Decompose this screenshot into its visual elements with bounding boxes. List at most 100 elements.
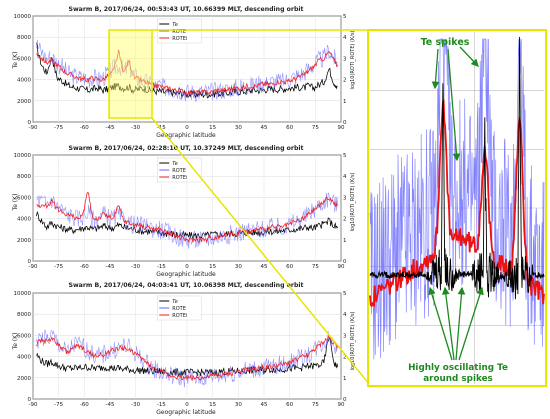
x-tick-label: 60 xyxy=(286,125,293,131)
series-line-te xyxy=(36,337,338,377)
x-tick-label: -60 xyxy=(80,264,89,270)
x-tick-label: -60 xyxy=(80,402,89,408)
zoom-plot-area xyxy=(369,32,545,384)
x-axis-label: Geographic latitude xyxy=(156,271,216,278)
y2-tick-label: 3 xyxy=(343,56,347,62)
x-tick-label: 45 xyxy=(261,125,268,131)
series-line-rote xyxy=(36,39,338,103)
y2-tick-label: 0 xyxy=(343,397,347,403)
x-tick-label: 15 xyxy=(209,264,216,270)
y-tick-label: 8000 xyxy=(17,312,31,318)
legend-label: Te xyxy=(172,161,178,167)
x-tick-label: 30 xyxy=(235,125,242,131)
annotation-te-spikes: Te spikes xyxy=(421,37,470,48)
y2-tick-label: 4 xyxy=(343,35,347,41)
x-tick-label: 75 xyxy=(312,402,319,408)
x-tick-label: -75 xyxy=(54,264,63,270)
legend-label: ROTE xyxy=(172,306,186,312)
legend-label: ROTEi xyxy=(172,313,187,319)
annotation-oscillating-line1: Highly oscillating Te xyxy=(408,363,508,373)
x-tick-label: 75 xyxy=(312,125,319,131)
x-tick-label: 90 xyxy=(338,264,345,270)
legend-label: ROTEi xyxy=(172,175,187,181)
x-tick-label: -45 xyxy=(106,264,115,270)
series-line-rotei xyxy=(36,49,338,96)
series-line-rote xyxy=(36,329,338,388)
x-tick-label: -90 xyxy=(29,402,38,408)
legend-label: ROTEi xyxy=(172,36,187,42)
x-tick-label: 90 xyxy=(338,125,345,131)
x-tick-label: 0 xyxy=(185,125,189,131)
legend-label: ROTE xyxy=(172,168,186,174)
y2-tick-label: 2 xyxy=(343,355,347,361)
zoom-panel: Te spikes Highly oscillating Te around s… xyxy=(367,29,547,387)
y-tick-label: 6000 xyxy=(17,333,31,339)
y2-axis-label: log10(ROTI_ROTE) (K/s) xyxy=(350,30,356,89)
chart-title: Swarm B, 2017/06/24, 00:53:43 UT, 10.663… xyxy=(69,6,304,13)
series-line-te xyxy=(36,210,338,241)
x-tick-label: -45 xyxy=(106,125,115,131)
x-tick-label: 0 xyxy=(185,264,189,270)
x-tick-label: -30 xyxy=(131,264,140,270)
arrow-te-spikes-1 xyxy=(431,48,440,90)
chart-panel-3: Swarm B, 2017/06/24, 04:03:41 UT, 10.063… xyxy=(12,282,356,416)
y2-tick-label: 5 xyxy=(343,153,347,159)
legend-label: Te xyxy=(172,299,178,305)
y2-axis-label: log10(ROTI_ROTE) (K/s) xyxy=(350,311,356,370)
y2-axis-label: log10(ROTI_ROTE) (K/s) xyxy=(350,172,356,231)
x-axis-label: Geographic latitude xyxy=(156,409,216,416)
y2-tick-label: 0 xyxy=(343,120,347,126)
y2-tick-label: 4 xyxy=(343,174,347,180)
legend-label: Te xyxy=(172,22,178,28)
y-tick-label: 2000 xyxy=(17,99,31,105)
arrow-te-spikes-3 xyxy=(459,46,479,67)
y2-tick-label: 4 xyxy=(343,312,347,318)
y-tick-label: 4000 xyxy=(17,78,31,84)
x-tick-label: -75 xyxy=(54,402,63,408)
y-axis-label: Te (K) xyxy=(12,333,19,351)
y-axis-label: Te (K) xyxy=(12,52,19,70)
y2-tick-label: 2 xyxy=(343,217,347,223)
series-line-te xyxy=(36,42,338,99)
arrow-oscillating-4 xyxy=(458,286,484,361)
y-tick-label: 8000 xyxy=(17,35,31,41)
y-tick-label: 10000 xyxy=(14,153,32,159)
y-tick-label: 10000 xyxy=(14,291,32,297)
chart-panel-2: Swarm B, 2017/06/24, 02:28:10 UT, 10.372… xyxy=(12,145,356,278)
chart-title: Swarm B, 2017/06/24, 04:03:41 UT, 10.063… xyxy=(69,282,304,289)
x-tick-label: 0 xyxy=(185,402,189,408)
y-tick-label: 0 xyxy=(28,397,32,403)
y2-tick-label: 2 xyxy=(343,78,347,84)
y-tick-label: 0 xyxy=(28,120,32,126)
zoom-connector-bottom xyxy=(151,117,371,386)
y-tick-label: 10000 xyxy=(14,14,32,20)
zoom-series-te xyxy=(369,36,545,300)
series-line-rote xyxy=(36,192,338,249)
y-tick-label: 2000 xyxy=(17,376,31,382)
arrow-oscillating-1 xyxy=(428,286,453,361)
x-tick-label: 30 xyxy=(235,264,242,270)
x-tick-label: -90 xyxy=(29,264,38,270)
x-tick-label: -90 xyxy=(29,125,38,131)
x-tick-label: -30 xyxy=(131,402,140,408)
x-tick-label: 90 xyxy=(338,402,345,408)
x-tick-label: -45 xyxy=(106,402,115,408)
y-tick-label: 6000 xyxy=(17,195,31,201)
y-tick-label: 4000 xyxy=(17,217,31,223)
arrow-oscillating-2 xyxy=(441,286,455,361)
y2-tick-label: 1 xyxy=(343,238,347,244)
y-tick-label: 2000 xyxy=(17,238,31,244)
series-line-rotei xyxy=(36,191,338,243)
x-tick-label: 60 xyxy=(286,264,293,270)
arrow-oscillating-3 xyxy=(455,286,466,361)
arrow-te-spikes-2 xyxy=(447,48,461,162)
y-tick-label: 4000 xyxy=(17,355,31,361)
x-tick-label: 75 xyxy=(312,264,319,270)
chart-title: Swarm B, 2017/06/24, 02:28:10 UT, 10.372… xyxy=(69,145,304,152)
x-tick-label: -60 xyxy=(80,125,89,131)
y-tick-label: 0 xyxy=(28,259,32,265)
zoom-series-rote xyxy=(369,38,545,360)
x-tick-label: -15 xyxy=(157,264,166,270)
